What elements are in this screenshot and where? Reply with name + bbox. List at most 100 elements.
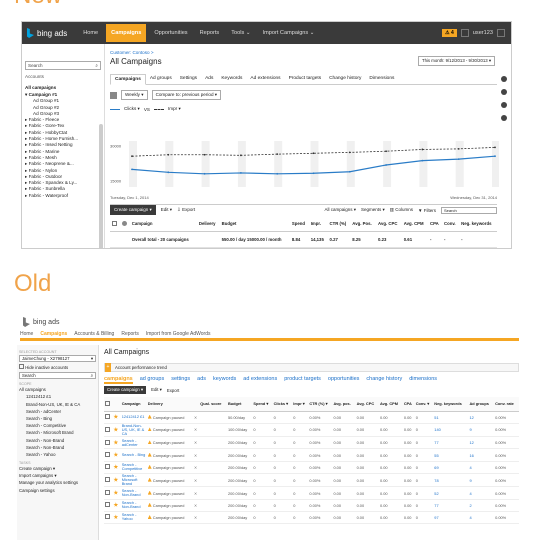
checkbox-icon[interactable] — [112, 220, 117, 226]
filters-button[interactable]: ▼ Filters — [418, 207, 436, 213]
impr-point[interactable] — [385, 150, 387, 153]
cell[interactable] — [104, 461, 113, 474]
old-table-cell[interactable]: 77 — [433, 499, 469, 512]
cell[interactable] — [104, 436, 113, 450]
clicks-point[interactable] — [385, 164, 387, 166]
column-header[interactable]: Budget — [219, 217, 290, 232]
old-column-header[interactable]: Campaign — [120, 397, 147, 412]
close-icon[interactable]: ✕ — [193, 490, 198, 496]
segments-menu[interactable]: Segments ▾ — [360, 207, 385, 212]
nav-item[interactable]: Reports — [199, 30, 220, 36]
chart-toggle-icon[interactable] — [110, 91, 117, 99]
column-header[interactable]: Neg. keywords — [459, 217, 497, 232]
edit-menu[interactable]: Edit ▾ — [160, 207, 173, 212]
impr-point[interactable] — [131, 155, 133, 158]
old-nav-item[interactable]: Reports — [121, 331, 139, 337]
performance-trend-panel[interactable]: + Account performance trend — [104, 363, 519, 372]
tab[interactable]: Campaigns — [110, 74, 146, 85]
old-table-cell[interactable]: 4 — [468, 511, 495, 525]
bing-ads-logo[interactable]: bing ads — [22, 28, 77, 38]
old-table-row[interactable]: Search - Microsoft Brand Campaign paused… — [104, 473, 519, 488]
column-header[interactable]: Avg. CPM — [401, 217, 428, 232]
column-header[interactable]: Avg. CPC — [376, 217, 402, 232]
clicks-point[interactable] — [312, 172, 315, 175]
sidebar-tree-item[interactable]: ▾ Campaign #1 — [25, 92, 58, 97]
old-table-row[interactable]: Search - Non-Brand Campaign paused ✕ 200.0… — [104, 499, 519, 512]
old-column-header[interactable]: Ad groups — [468, 397, 495, 412]
old-campaign-name-link[interactable]: 12412412 £1 — [120, 411, 147, 424]
old-table-cell[interactable]: 77 — [433, 436, 469, 450]
old-column-header[interactable]: Qual. score — [199, 397, 227, 412]
cell[interactable] — [104, 411, 113, 424]
old-table-row[interactable]: Search - Bing Campaign paused ✕ 200.00/day… — [104, 448, 519, 462]
cell[interactable] — [104, 423, 113, 438]
checkbox-icon[interactable] — [105, 477, 110, 483]
impr-point[interactable] — [348, 151, 351, 154]
column-header[interactable]: Delivery — [196, 217, 220, 232]
old-table-cell[interactable]: 51 — [433, 411, 469, 424]
old-create-campaign-button[interactable]: Create campaign ▾ — [104, 386, 147, 394]
old-table-row[interactable]: Brand-Non-US, UK, IE & CA Campaign pause… — [104, 423, 519, 438]
old-column-header[interactable]: Avg. CPM — [378, 397, 403, 412]
compare-select[interactable]: Compare to: previous period ▾ — [151, 90, 222, 100]
clicks-point[interactable] — [421, 159, 424, 162]
clicks-point[interactable] — [457, 158, 460, 161]
accounts-label[interactable]: Accounts — [25, 74, 44, 79]
old-tab[interactable]: product targets — [284, 376, 321, 382]
campaign-name-link[interactable]: Campaign AA — [129, 247, 197, 248]
impr-point[interactable] — [312, 152, 315, 155]
interval-select[interactable]: Weekly ▾ — [121, 90, 148, 100]
task-link[interactable]: Create campaign ▾ — [19, 466, 56, 472]
cell[interactable] — [104, 473, 113, 488]
clicks-point[interactable] — [348, 170, 351, 173]
cell[interactable] — [104, 511, 113, 525]
old-table-row[interactable]: Search - Yahoo Campaign paused ✕ 200.00/da… — [104, 511, 519, 525]
column-header[interactable]: CTR (%) — [327, 217, 351, 232]
old-campaign-name-link[interactable]: Search - Non-Brand — [120, 486, 147, 500]
sidebar-tree-item[interactable]: ▸ Fabric - Waterproof — [25, 192, 68, 198]
sidebar-tree-item[interactable]: ▸ Fabric - Neoprene &... — [25, 161, 74, 167]
checkbox-icon[interactable] — [105, 452, 110, 458]
help-circle-icon[interactable] — [501, 76, 507, 82]
old-column-header[interactable] — [192, 397, 200, 412]
impr-series-select[interactable]: Impr ▾ — [167, 106, 181, 111]
task-link[interactable]: Campaign settings — [19, 487, 55, 493]
column-header[interactable]: Avg. Pos. — [350, 217, 376, 232]
old-campaign-name-link[interactable]: Brand-Non-US, UK, IE & CA — [120, 423, 147, 438]
old-table-cell[interactable]: 9 — [468, 423, 495, 438]
old-table-cell[interactable]: 140 — [433, 423, 469, 438]
impr-point[interactable] — [421, 148, 424, 151]
old-column-header[interactable]: Conv. rate — [494, 397, 519, 412]
old-column-header[interactable]: Spend ▾ — [252, 397, 273, 412]
clicks-point[interactable] — [276, 172, 279, 175]
impr-point[interactable] — [167, 153, 170, 156]
tab[interactable]: Ad extensions — [250, 76, 281, 81]
sidebar-tree-item[interactable]: ▸ Fabric - Insed Netting — [25, 142, 73, 148]
old-column-header[interactable]: Budget — [226, 397, 253, 412]
old-nav-item[interactable]: Campaigns — [40, 331, 68, 337]
nav-item[interactable]: Home — [83, 30, 99, 36]
tab[interactable]: Ad groups — [149, 76, 172, 81]
nav-item[interactable]: Import Campaigns ⌄ — [262, 30, 315, 36]
close-icon[interactable]: ✕ — [193, 477, 198, 483]
column-header[interactable]: Conv. — [441, 217, 460, 232]
tab[interactable]: Product targets — [288, 76, 322, 81]
clicks-point[interactable] — [240, 172, 242, 174]
close-icon[interactable]: ✕ — [193, 464, 198, 470]
close-icon[interactable]: ✕ — [193, 427, 198, 433]
old-table-cell[interactable]: 69 — [433, 461, 469, 474]
old-nav-item[interactable]: Import from Google AdWords — [145, 331, 211, 337]
old-tab[interactable]: dimensions — [409, 376, 438, 382]
scope-item[interactable]: Search - Non-Brand — [26, 444, 65, 450]
sidebar-tree-item[interactable]: ▸ Fabric - Gore-Tex — [25, 123, 65, 129]
old-table-cell[interactable]: 12 — [468, 436, 495, 450]
checkbox-icon[interactable] — [105, 514, 110, 520]
columns-button[interactable]: ▥ Columns — [389, 207, 414, 212]
checkbox-icon[interactable] — [105, 426, 110, 432]
sidebar-tree-item[interactable]: ▸ Fabric - Outdoor — [25, 173, 63, 179]
old-nav-item[interactable]: Home — [20, 331, 34, 337]
select-all-cell[interactable] — [110, 217, 120, 232]
old-table-row[interactable]: 12412412 £1 Campaign paused ✕ 50.00/day 0 0 0… — [104, 411, 519, 424]
old-column-header[interactable]: Avg. pos. — [332, 397, 356, 412]
nav-item[interactable]: Campaigns — [106, 24, 147, 42]
